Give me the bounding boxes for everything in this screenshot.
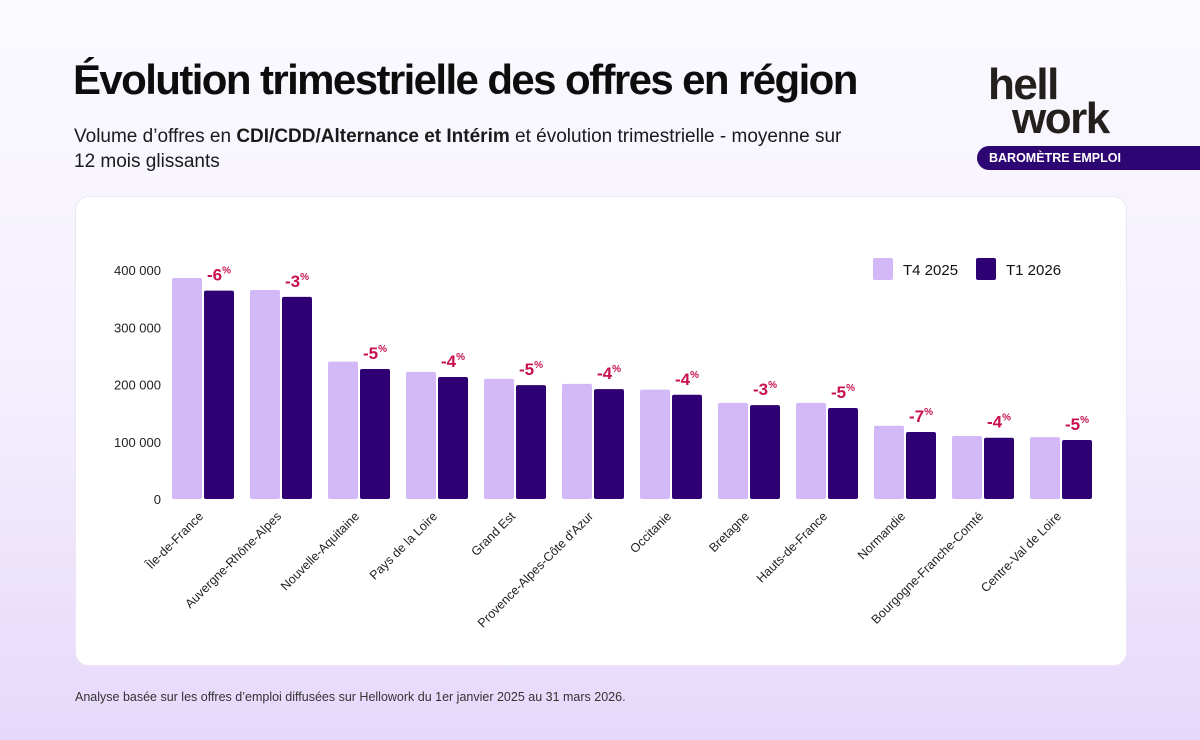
x-tick-label: Occitanie — [627, 509, 674, 556]
subtitle-text: Volume d’offres en — [74, 126, 237, 147]
y-tick-label: 0 — [154, 492, 161, 507]
bar-t1-2026 — [594, 389, 624, 499]
barometre-badge: BAROMÈTRE EMPLOI — [977, 146, 1200, 170]
bar-t1-2026 — [1062, 440, 1092, 499]
bar-t1-2026 — [438, 377, 468, 499]
change-label: -3% — [753, 380, 777, 399]
bar-t1-2026 — [516, 385, 546, 499]
bar-t4-2025 — [640, 389, 670, 499]
x-tick-label: Normandie — [855, 509, 908, 562]
change-label: -5% — [519, 360, 543, 379]
hellowork-logo: hell work — [988, 60, 1110, 143]
bar-t4-2025 — [718, 402, 748, 499]
bar-t4-2025 — [1030, 437, 1060, 499]
change-label: -5% — [1065, 415, 1089, 434]
legend-label: T4 2025 — [903, 262, 958, 279]
y-tick-label: 400 000 — [114, 263, 161, 278]
bar-t1-2026 — [282, 296, 312, 499]
x-tick-label: Île-de-France — [142, 508, 206, 572]
y-tick-label: 300 000 — [114, 320, 161, 335]
subtitle-text-end: et évolution trimestrielle - moyenne sur… — [74, 126, 842, 172]
legend-swatch — [873, 258, 893, 280]
bar-t4-2025 — [484, 378, 514, 499]
x-tick-label: Nouvelle-Aquitaine — [278, 509, 362, 593]
change-label: -4% — [675, 370, 699, 389]
legend-swatch — [976, 258, 996, 280]
bar-t4-2025 — [796, 402, 826, 499]
footnote: Analyse basée sur les offres d’emploi di… — [75, 690, 626, 704]
bar-t4-2025 — [562, 383, 592, 499]
change-label: -4% — [441, 352, 465, 371]
change-label: -5% — [831, 383, 855, 402]
x-tick-label: Grand Est — [468, 509, 518, 559]
change-label: -7% — [909, 407, 933, 426]
bar-t1-2026 — [750, 405, 780, 499]
bar-t1-2026 — [360, 369, 390, 499]
change-label: -6% — [207, 266, 231, 285]
bar-t1-2026 — [672, 394, 702, 499]
x-tick-label: Pays de la Loire — [367, 509, 440, 582]
bar-t4-2025 — [172, 278, 202, 499]
page-subtitle: Volume d’offres en CDI/CDD/Alternance et… — [74, 124, 854, 174]
subtitle-bold: CDI/CDD/Alternance et Intérim — [236, 126, 510, 147]
x-tick-label: Bretagne — [706, 509, 752, 555]
change-label: -4% — [597, 364, 621, 383]
change-label: -3% — [285, 272, 309, 291]
change-label: -5% — [363, 344, 387, 363]
x-tick-label: Hauts-de-France — [754, 509, 830, 585]
y-tick-label: 100 000 — [114, 435, 161, 450]
y-tick-label: 200 000 — [114, 378, 161, 393]
legend-label: T1 2026 — [1006, 262, 1061, 279]
change-label: -4% — [987, 413, 1011, 432]
bar-t4-2025 — [874, 425, 904, 499]
bar-t4-2025 — [250, 290, 280, 499]
bar-t4-2025 — [406, 371, 436, 499]
bar-t1-2026 — [204, 290, 234, 499]
bar-t1-2026 — [906, 432, 936, 499]
x-tick-label: Centre-Val de Loire — [978, 509, 1064, 595]
page-title: Évolution trimestrielle des offres en ré… — [73, 56, 858, 103]
bar-t4-2025 — [328, 361, 358, 499]
bar-t1-2026 — [984, 437, 1014, 499]
bar-t4-2025 — [952, 436, 982, 499]
bar-t1-2026 — [828, 407, 858, 499]
